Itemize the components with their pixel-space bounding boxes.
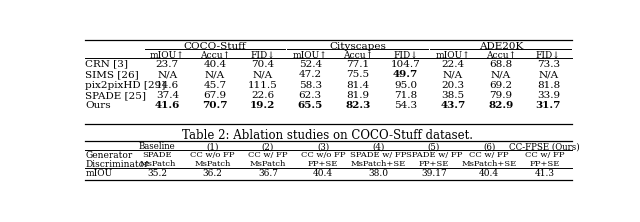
Text: CC w/ FP: CC w/ FP — [469, 151, 509, 159]
Text: 104.7: 104.7 — [390, 60, 420, 69]
Text: SPADE: SPADE — [143, 151, 172, 159]
Text: 14.6: 14.6 — [156, 81, 179, 89]
Text: SPADE w/ FP: SPADE w/ FP — [406, 151, 462, 159]
Text: mIOU↑: mIOU↑ — [150, 51, 185, 59]
Text: 58.3: 58.3 — [299, 81, 322, 89]
Text: 45.7: 45.7 — [204, 81, 227, 89]
Text: SPADE w/ FP: SPADE w/ FP — [350, 151, 406, 159]
Text: Accu↑: Accu↑ — [486, 51, 516, 59]
Text: 54.3: 54.3 — [394, 101, 417, 110]
Text: 36.7: 36.7 — [258, 169, 278, 178]
Text: Generator: Generator — [85, 151, 132, 160]
Text: Accu↑: Accu↑ — [200, 51, 230, 59]
Text: FID↓: FID↓ — [250, 51, 275, 59]
Text: MsPatch: MsPatch — [250, 160, 286, 168]
Text: 20.3: 20.3 — [442, 81, 465, 89]
Text: 62.3: 62.3 — [299, 91, 322, 100]
Text: N/A: N/A — [205, 70, 225, 79]
Text: 36.2: 36.2 — [203, 169, 223, 178]
Text: 81.4: 81.4 — [346, 81, 369, 89]
Text: 70.7: 70.7 — [202, 101, 228, 110]
Text: 19.2: 19.2 — [250, 101, 275, 110]
Text: FP+SE: FP+SE — [529, 160, 559, 168]
Text: Ours: Ours — [85, 101, 111, 110]
Text: FP+SE: FP+SE — [308, 160, 339, 168]
Text: 81.9: 81.9 — [346, 91, 369, 100]
Text: 47.2: 47.2 — [299, 70, 322, 79]
Text: 31.7: 31.7 — [536, 101, 561, 110]
Text: 35.2: 35.2 — [147, 169, 167, 178]
Text: (5): (5) — [428, 142, 440, 151]
Text: 40.4: 40.4 — [479, 169, 499, 178]
Text: CC w/o FP: CC w/o FP — [301, 151, 346, 159]
Text: 70.4: 70.4 — [251, 60, 274, 69]
Text: 68.8: 68.8 — [489, 60, 512, 69]
Text: (1): (1) — [206, 142, 219, 151]
Text: MsPatch: MsPatch — [139, 160, 175, 168]
Text: MsPatch+SE: MsPatch+SE — [461, 160, 516, 168]
Text: N/A: N/A — [491, 70, 511, 79]
Text: Baseline: Baseline — [139, 142, 175, 151]
Text: ADE20K: ADE20K — [479, 42, 523, 51]
Text: 38.5: 38.5 — [442, 91, 465, 100]
Text: SIMS [26]: SIMS [26] — [85, 70, 139, 79]
Text: (6): (6) — [483, 142, 495, 151]
Text: Accu↑: Accu↑ — [343, 51, 373, 59]
Text: pix2pixHD [29]: pix2pixHD [29] — [85, 81, 166, 89]
Text: 82.3: 82.3 — [345, 101, 371, 110]
Text: 41.6: 41.6 — [155, 101, 180, 110]
Text: 111.5: 111.5 — [248, 81, 278, 89]
Text: Table 2: Ablation studies on COCO-Stuff dataset.: Table 2: Ablation studies on COCO-Stuff … — [182, 129, 474, 142]
Text: SPADE [25]: SPADE [25] — [85, 91, 147, 100]
Text: 95.0: 95.0 — [394, 81, 417, 89]
Text: CC-FPSE (Ours): CC-FPSE (Ours) — [509, 142, 580, 151]
Text: 65.5: 65.5 — [298, 101, 323, 110]
Text: FP+SE: FP+SE — [419, 160, 449, 168]
Text: MsPatch+SE: MsPatch+SE — [351, 160, 406, 168]
Text: 39.17: 39.17 — [421, 169, 447, 178]
Text: 37.4: 37.4 — [156, 91, 179, 100]
Text: FID↓: FID↓ — [536, 51, 561, 59]
Text: 40.4: 40.4 — [204, 60, 227, 69]
Text: COCO-Stuff: COCO-Stuff — [184, 42, 246, 51]
Text: 75.5: 75.5 — [346, 70, 369, 79]
Text: 41.3: 41.3 — [534, 169, 554, 178]
Text: 40.4: 40.4 — [313, 169, 333, 178]
Text: Discriminator: Discriminator — [85, 160, 149, 169]
Text: 49.7: 49.7 — [393, 70, 418, 79]
Text: 22.6: 22.6 — [251, 91, 274, 100]
Text: MsPatch: MsPatch — [195, 160, 231, 168]
Text: CC w/ FP: CC w/ FP — [248, 151, 287, 159]
Text: mIOU↑: mIOU↑ — [436, 51, 470, 59]
Text: (2): (2) — [262, 142, 274, 151]
Text: 79.9: 79.9 — [489, 91, 512, 100]
Text: 33.9: 33.9 — [537, 91, 560, 100]
Text: mIOU: mIOU — [85, 169, 113, 178]
Text: 38.0: 38.0 — [369, 169, 388, 178]
Text: CC w/o FP: CC w/o FP — [190, 151, 235, 159]
Text: N/A: N/A — [538, 70, 558, 79]
Text: N/A: N/A — [443, 70, 463, 79]
Text: CC w/ FP: CC w/ FP — [525, 151, 564, 159]
Text: mIOU↑: mIOU↑ — [293, 51, 328, 59]
Text: (4): (4) — [372, 142, 385, 151]
Text: Cityscapes: Cityscapes — [330, 42, 387, 51]
Text: 43.7: 43.7 — [440, 101, 466, 110]
Text: 22.4: 22.4 — [442, 60, 465, 69]
Text: 71.8: 71.8 — [394, 91, 417, 100]
Text: N/A: N/A — [253, 70, 273, 79]
Text: FID↓: FID↓ — [393, 51, 418, 59]
Text: (3): (3) — [317, 142, 330, 151]
Text: 73.3: 73.3 — [537, 60, 560, 69]
Text: 67.9: 67.9 — [204, 91, 227, 100]
Text: 77.1: 77.1 — [346, 60, 369, 69]
Text: 82.9: 82.9 — [488, 101, 513, 110]
Text: CRN [3]: CRN [3] — [85, 60, 129, 69]
Text: 81.8: 81.8 — [537, 81, 560, 89]
Text: 69.2: 69.2 — [489, 81, 512, 89]
Text: N/A: N/A — [157, 70, 177, 79]
Text: 52.4: 52.4 — [299, 60, 322, 69]
Text: 23.7: 23.7 — [156, 60, 179, 69]
